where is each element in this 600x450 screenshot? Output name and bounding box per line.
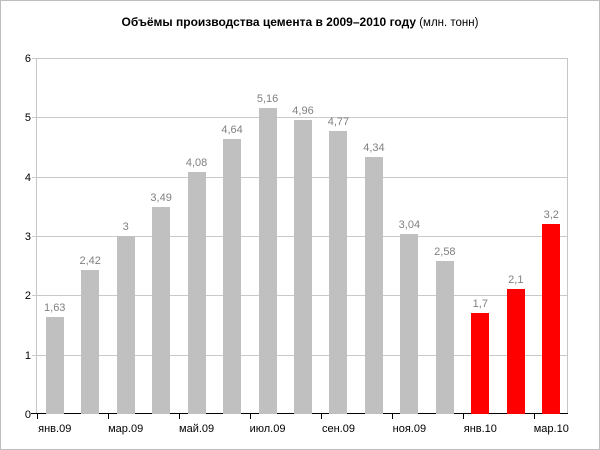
bar-value-label: 2,1 (508, 274, 524, 287)
bar (152, 206, 171, 414)
bar-value-label: 4,64 (221, 123, 243, 136)
chart-title-unit: (млн. тонн) (416, 17, 479, 29)
y-axis-tick-label: 3 (24, 231, 31, 243)
x-axis-tick-label: янв.09 (38, 423, 72, 435)
x-axis-tick-label: ноя.09 (392, 423, 427, 435)
bar (364, 156, 383, 414)
bar-value-label: 4,77 (327, 115, 350, 128)
y-axis-tick-label: 4 (24, 171, 31, 184)
bar (258, 107, 277, 414)
bar-value-label: 3,2 (543, 209, 559, 222)
x-axis-tick (178, 414, 180, 419)
bar (45, 317, 64, 414)
y-gridline (32, 117, 567, 119)
x-axis-tick-label: мар.09 (108, 423, 144, 435)
bar (471, 313, 490, 414)
bar (81, 270, 100, 414)
y-axis-tick-label: 1 (24, 349, 31, 362)
x-axis-tick (462, 414, 464, 419)
y-axis-tick-label: 2 (24, 290, 31, 303)
bar (435, 260, 454, 414)
bar-value-label: 3 (122, 221, 129, 233)
bar-value-label: 4,08 (185, 156, 208, 169)
bar (223, 138, 242, 414)
bar (400, 233, 419, 414)
x-axis-tick-label: сен.09 (321, 423, 355, 435)
x-axis-tick-label: мар.10 (533, 423, 569, 435)
x-axis-tick (107, 414, 109, 419)
x-axis-tick (37, 414, 38, 419)
bar-value-label: 4,96 (292, 104, 314, 117)
bar-value-label: 1,63 (44, 302, 66, 315)
bar-value-label: 4,34 (363, 141, 385, 154)
bar-value-label: 3,04 (398, 218, 421, 231)
bar-value-label: 5,16 (256, 92, 279, 105)
y-tick (32, 58, 37, 59)
x-axis-tick (391, 414, 393, 419)
bar-value-label: 2,42 (79, 255, 101, 268)
bar (187, 171, 206, 414)
y-axis-tick-label: 5 (24, 112, 31, 125)
bar (542, 224, 561, 414)
bar (329, 130, 348, 414)
x-axis-tick-label: янв.10 (463, 423, 497, 435)
bar (116, 236, 135, 414)
chart-title: Объёмы производства цемента в 2009–2010 … (1, 15, 599, 29)
x-axis-tick (320, 414, 322, 419)
x-axis-tick-label: май.09 (179, 423, 215, 435)
bar (506, 289, 525, 414)
bar-value-label: 2,58 (434, 245, 456, 258)
x-axis-tick (249, 414, 251, 419)
bar-value-label: 1,7 (472, 298, 488, 311)
plot-area: 0 1 2 3 4 5 6 1,63 2,42 3 3,49 4,08 4,64 5,16 4,96 4,77… (25, 53, 569, 435)
bar (294, 119, 312, 414)
y-axis-tick-label: 0 (24, 409, 31, 421)
bar-value-label: 3,49 (150, 191, 172, 204)
x-axis-tick-label: июл.09 (249, 423, 286, 435)
y-axis-tick-label: 6 (24, 53, 31, 65)
chart-title-text: Объёмы производства цемента в 2009–2010 … (121, 15, 417, 29)
x-axis-tick (533, 414, 535, 419)
